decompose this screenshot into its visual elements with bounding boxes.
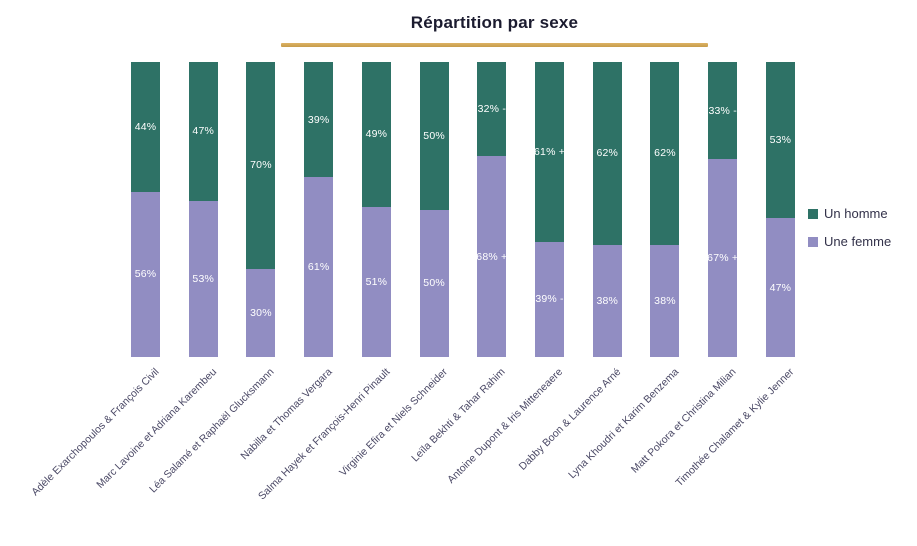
bar-segment-un-homme: 49% bbox=[361, 62, 391, 207]
segment-value-label: 39% bbox=[307, 113, 330, 126]
segment-value-label: 61% + bbox=[534, 145, 566, 158]
segment-value-label: 70% bbox=[250, 159, 272, 172]
legend-swatch-icon bbox=[808, 208, 818, 219]
bar-segment-une-femme: 47% bbox=[765, 218, 795, 357]
segment-value-label: 61% bbox=[307, 261, 330, 274]
segment-value-label: 51% bbox=[365, 275, 388, 288]
segment-value-label: 39% - bbox=[535, 293, 564, 306]
legend-label: Une femme bbox=[824, 234, 892, 249]
chart-title: Répartition par sexe bbox=[410, 13, 579, 32]
segment-value-label: 38% bbox=[596, 294, 619, 307]
bar-segment-un-homme: 53% bbox=[765, 62, 795, 219]
bar-segment-une-femme: 50% bbox=[419, 209, 449, 357]
bar-2: 47% 53% Marc Lavoine et Adriana Karembeu bbox=[94, 62, 219, 491]
bar-4: 39% 61% Nabilla et Thomas Vergara bbox=[238, 62, 335, 462]
bar-8: 61% + 39% - Antoine Dupont & Iris Mittenea… bbox=[446, 62, 566, 486]
bar-segment-un-homme: 61% + bbox=[534, 62, 566, 242]
segment-value-label: 38% bbox=[654, 294, 676, 307]
bar-6: 50% 50% Virginie Efira et Niels Schneider bbox=[337, 62, 450, 479]
bar-segment-une-femme: 68% + bbox=[476, 156, 508, 357]
segment-value-label: 67% + bbox=[707, 252, 739, 265]
segment-value-label: 47% bbox=[769, 281, 792, 294]
legend-item-une-femme: Une femme bbox=[808, 234, 891, 249]
bar-segment-un-homme: 44% bbox=[131, 62, 160, 192]
segment-value-label: 62% bbox=[654, 147, 676, 160]
segment-value-label: 44% bbox=[134, 120, 157, 133]
bar-segment-un-homme: 39% bbox=[304, 62, 334, 178]
x-axis-label-text: Léa Salamé et Raphaël Glucksmann bbox=[147, 366, 277, 496]
bar-segment-un-homme: 62% bbox=[592, 62, 622, 245]
x-axis-label-text: Antoine Dupont & Iris Mitteneaere bbox=[445, 366, 566, 486]
segment-value-label: 53% bbox=[192, 272, 215, 285]
bar-3: 70% 30% Léa Salamé et Raphaël Glucksmann bbox=[148, 62, 277, 495]
x-axis-label-text: Virginie Efira et Niels Schneider bbox=[337, 366, 451, 479]
x-axis-label-text: Lyna Khoudri et Karim Benzema bbox=[565, 366, 681, 482]
bar-segment-une-femme: 38% bbox=[650, 244, 680, 357]
legend: Un homme Une femme bbox=[808, 206, 891, 262]
bar-segment-une-femme: 53% bbox=[188, 200, 218, 357]
bar-segment-une-femme: 39% - bbox=[535, 241, 565, 357]
bar-1: 44% 56% Adèle Exarchopoulos & François Civ… bbox=[29, 62, 161, 498]
bar-segment-une-femme: 56% bbox=[131, 191, 160, 357]
bar-segment-un-homme: 32% - bbox=[477, 62, 507, 157]
legend-swatch-icon bbox=[808, 236, 818, 247]
bar-10: 62% 38% Lyna Khoudri et Karim Benzema bbox=[566, 62, 681, 481]
x-axis-label-text: Matt Pokora et Christina Milian bbox=[629, 366, 739, 476]
bar-11: 33% - 67% + Matt Pokora et Christina Milia… bbox=[629, 62, 739, 476]
bar-segment-une-femme: 51% bbox=[361, 206, 391, 357]
plot-area: 44% 56% Adèle Exarchopoulos & François Civ… bbox=[29, 62, 796, 502]
x-axis-label-text: Timothée Chalamet & Kylie Jenner bbox=[673, 366, 797, 489]
segment-value-label: 50% bbox=[423, 129, 445, 142]
bar-segment-un-homme: 47% bbox=[188, 62, 218, 201]
bar-segment-un-homme: 70% bbox=[246, 62, 276, 269]
bar-9: 62% 38% Dabby Boon & Laurence Arné bbox=[517, 62, 623, 473]
bar-segment-une-femme: 61% bbox=[304, 177, 334, 357]
legend-label: Un homme bbox=[824, 206, 888, 221]
segment-value-label: 56% bbox=[134, 268, 157, 281]
x-axis-label-text: Marc Lavoine et Adriana Karembeu bbox=[94, 366, 220, 491]
x-axis-label-text: Dabby Boon & Laurence Arné bbox=[516, 366, 624, 473]
x-axis-label-text: Leïla Bekhti & Tahar Rahim bbox=[409, 366, 508, 465]
bar-segment-une-femme: 38% bbox=[592, 244, 622, 357]
bar-5: 49% 51% Salma Hayek et François-Henri Pina… bbox=[256, 62, 392, 502]
segment-value-label: 62% bbox=[596, 147, 619, 160]
title-underline-bar bbox=[281, 43, 708, 47]
x-axis-label-text: Adèle Exarchopoulos & François Civil bbox=[29, 366, 162, 499]
bar-segment-un-homme: 50% bbox=[419, 62, 449, 210]
bar-7: 32% - 68% + Leïla Bekhti & Tahar Rahim bbox=[409, 62, 508, 464]
segment-value-label: 47% bbox=[192, 125, 215, 138]
chart-header: Répartition par sexe bbox=[281, 13, 708, 33]
segment-value-label: 30% bbox=[250, 306, 272, 319]
segment-value-label: 32% - bbox=[477, 103, 507, 116]
segment-value-label: 68% + bbox=[476, 250, 508, 263]
segment-value-label: 49% bbox=[365, 128, 388, 141]
bar-segment-une-femme: 30% bbox=[246, 268, 276, 357]
bar-segment-un-homme: 62% bbox=[650, 62, 680, 245]
segment-value-label: 33% - bbox=[708, 104, 737, 117]
segment-value-label: 53% bbox=[769, 134, 792, 147]
bar-segment-un-homme: 33% - bbox=[708, 62, 738, 160]
segment-value-label: 50% bbox=[423, 277, 445, 290]
bar-12: 53% 47% Timothée Chalamet & Kylie Jenner bbox=[673, 62, 796, 489]
bar-segment-une-femme: 67% + bbox=[707, 159, 739, 357]
legend-item-un-homme: Un homme bbox=[808, 206, 891, 221]
